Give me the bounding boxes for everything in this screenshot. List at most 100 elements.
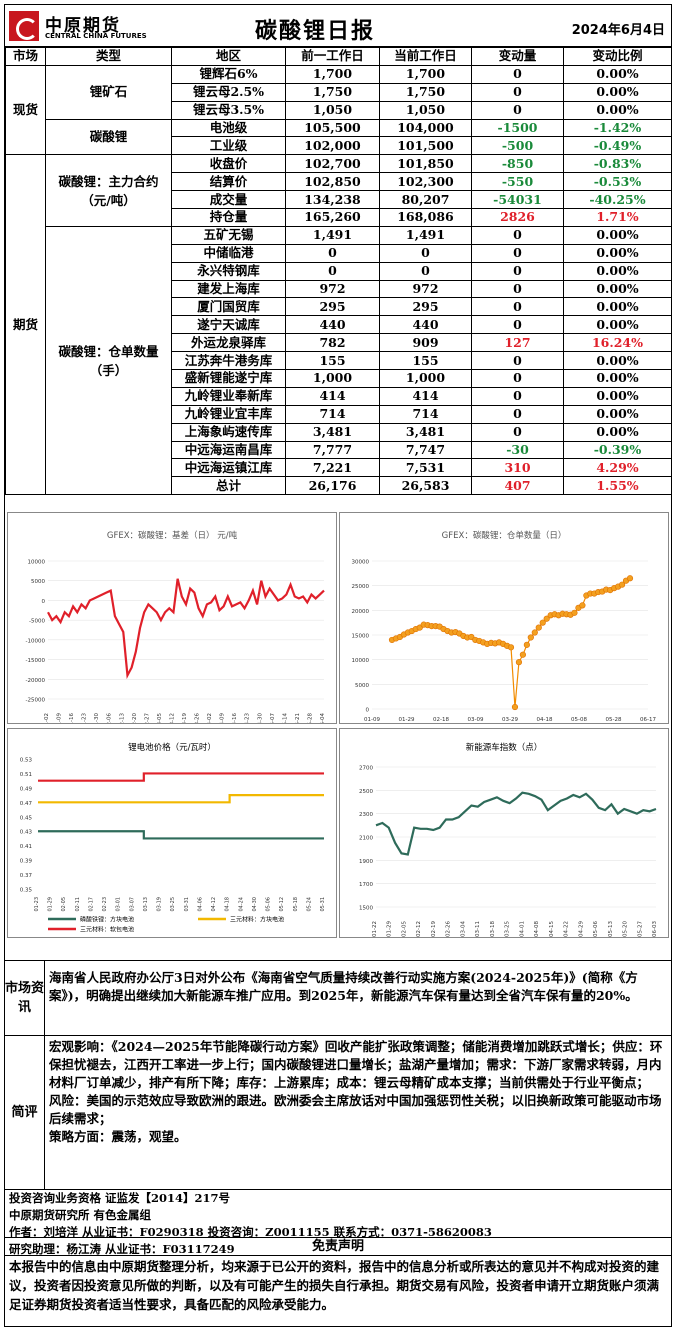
- y-tick-label: 15000: [352, 634, 370, 640]
- table-row: 江苏奔牛港务库 155 155 0 0.00%: [6, 351, 672, 371]
- y-tick-label: 30000: [352, 560, 370, 566]
- x-tick-label: 03-19: [182, 713, 188, 724]
- x-tick-label: 01-29: [399, 717, 415, 723]
- cell-change-pct: -1.42%: [563, 118, 672, 138]
- cell-change-pct: 0.00%: [563, 369, 672, 388]
- assistant-line: 研究助理：杨江涛 从业证书：F03117249: [9, 1242, 235, 1256]
- market-news-section: 市场资讯 海南省人民政府办公厅3日对外公布《海南省空气质量持续改善行动实施方案(…: [5, 960, 671, 1035]
- cell-change: -550: [471, 172, 564, 192]
- warrant-point: [515, 659, 523, 666]
- x-tick-label: 04-12: [211, 897, 217, 912]
- cell-change: 0: [471, 315, 564, 335]
- y-tick-label: -25000: [26, 698, 46, 704]
- cell-change: 0: [471, 404, 564, 424]
- review-label: 简评: [5, 1036, 45, 1189]
- cell-prev: 440: [285, 315, 380, 335]
- cell-change: 0: [471, 100, 564, 120]
- x-tick-label: 04-29: [578, 921, 584, 937]
- table-row: 总计 26,176 26,583 407 1.55%: [6, 476, 672, 496]
- x-tick-label: 05-07: [270, 713, 276, 724]
- x-tick-label: 04-08: [534, 921, 540, 937]
- type-warrant: 碳酸锂：仓单数量（手）: [45, 225, 172, 496]
- battery-chart-title: 锂电池价格（元/瓦时）: [128, 743, 216, 753]
- warrant-point: [543, 615, 550, 622]
- table-row: 碳酸锂 电池级 105,500 104,000 -1500 -1.42%: [6, 118, 672, 156]
- battery-chart: 锂电池价格（元/瓦时） 0.53 0.51 0.49 0.47 0.45 0.43 0.41…: [7, 728, 337, 938]
- cell-change-pct: 1.71%: [563, 208, 672, 227]
- x-tick-label: 04-15: [549, 921, 555, 937]
- battery-series-line: [38, 772, 324, 782]
- x-tick-label: 01-09: [57, 713, 63, 724]
- x-tick-label: 01-23: [82, 713, 88, 724]
- x-tick-label: 04-30: [257, 713, 263, 724]
- warrant-point: [511, 703, 519, 711]
- cell-curr: 26,583: [379, 476, 472, 496]
- cell-change-pct: 0.00%: [563, 422, 672, 442]
- header-cell: 地区: [171, 47, 286, 66]
- table-header: 市场 类型 地区 前一工作日 当前工作日 变动量 变动比例: [5, 47, 672, 66]
- x-tick-label: 03-25: [505, 921, 511, 937]
- header-cell: 前一工作日: [285, 47, 380, 66]
- cell-change-pct: 4.29%: [563, 458, 672, 478]
- x-tick-label: 05-27: [637, 921, 643, 937]
- cell-curr: 104,000: [379, 118, 472, 138]
- cell-prev: 26,176: [285, 476, 380, 496]
- cell-change-pct: -0.39%: [563, 440, 672, 460]
- nev-chart-title: 新能源车指数（点）: [465, 743, 543, 753]
- x-tick-label: 02-27: [144, 713, 150, 724]
- warrant-point: [626, 575, 634, 582]
- x-tick-label: 04-23: [245, 713, 251, 724]
- x-tick-label: 04-09: [220, 713, 226, 724]
- cell-change: 2826: [471, 208, 564, 227]
- x-tick-label: 01-30: [94, 713, 100, 724]
- warrant-line: [391, 577, 631, 708]
- table-row: 期货 碳酸锂：主力合约（元/吨） 收盘价 102,700 101,850 -850 -0.8…: [5, 154, 672, 496]
- x-tick-label: 04-01: [519, 921, 525, 937]
- x-tick-label: 05-28: [606, 717, 622, 723]
- y-tick-label: 20000: [352, 609, 370, 615]
- x-tick-label: 05-06: [266, 897, 272, 912]
- cell-prev: 414: [285, 386, 380, 406]
- cell-region: 遂宁天诚库: [171, 315, 286, 335]
- table-row: 工业级 102,000 101,500 -500 -0.49%: [6, 136, 672, 156]
- cell-prev: 165,260: [285, 208, 380, 227]
- cell-prev: 1,491: [285, 225, 380, 245]
- warrant-point: [539, 619, 546, 626]
- table-row: 盛新锂能遂宁库 1,000 1,000 0 0.00%: [6, 369, 672, 388]
- warrant-point: [527, 634, 534, 641]
- table-row: 中远海运镇江库 7,221 7,531 310 4.29%: [6, 458, 672, 478]
- x-tick-label: 04-16: [232, 713, 238, 724]
- logo-cn: 中原期货: [45, 16, 121, 36]
- y-tick-label: 0.47: [20, 801, 33, 807]
- y-tick-label: 0.51: [20, 772, 32, 778]
- review-line-macro: 宏观影响：《2024—2025年节能降碳行动方案》回收产能扩张政策调整；储能消费…: [49, 1039, 663, 1090]
- cell-prev: 1,700: [285, 64, 380, 84]
- warrant-point: [519, 651, 526, 658]
- market-spot: 现货: [5, 64, 46, 156]
- cell-prev: 0: [285, 243, 380, 263]
- y-tick-label: 0.35: [20, 888, 33, 894]
- disclaimer-text: 本报告中的信息由中原期货整理分析，均来源于已公开的资料，报告中的信息分析或所表达…: [9, 1259, 660, 1312]
- cell-prev: 155: [285, 351, 380, 371]
- y-tick-label: 2100: [359, 836, 373, 842]
- x-tick-label: 03-13: [143, 897, 149, 912]
- market-futures: 期货: [5, 154, 46, 496]
- x-tick-label: 02-18: [433, 717, 449, 723]
- cell-region: 工业级: [171, 136, 286, 156]
- nev-chart: 新能源车指数（点） 2700 2500 2300 2100 1900 1700 1500 01…: [339, 728, 669, 938]
- y-tick-label: 0.41: [20, 844, 32, 850]
- battery-series-line: [38, 794, 324, 804]
- header-cell: 变动比例: [563, 47, 672, 66]
- cell-prev: 0: [285, 261, 380, 281]
- cell-region: 总计: [171, 476, 286, 496]
- cell-region: 九岭锂业奉新库: [171, 386, 286, 406]
- cell-curr: 1,050: [379, 100, 472, 120]
- cell-curr: 1,700: [379, 64, 472, 84]
- table-row: 九岭锂业奉新库 414 414 0 0.00%: [6, 386, 672, 406]
- cell-region: 永兴特钢库: [171, 261, 286, 281]
- review-section: 简评 宏观影响：《2024—2025年节能降碳行动方案》回收产能扩张政策调整；储…: [5, 1035, 671, 1189]
- cell-prev: 714: [285, 404, 380, 424]
- cell-change: -850: [471, 154, 564, 174]
- cell-change-pct: 0.00%: [563, 261, 672, 281]
- y-tick-label: 0.45: [20, 815, 33, 821]
